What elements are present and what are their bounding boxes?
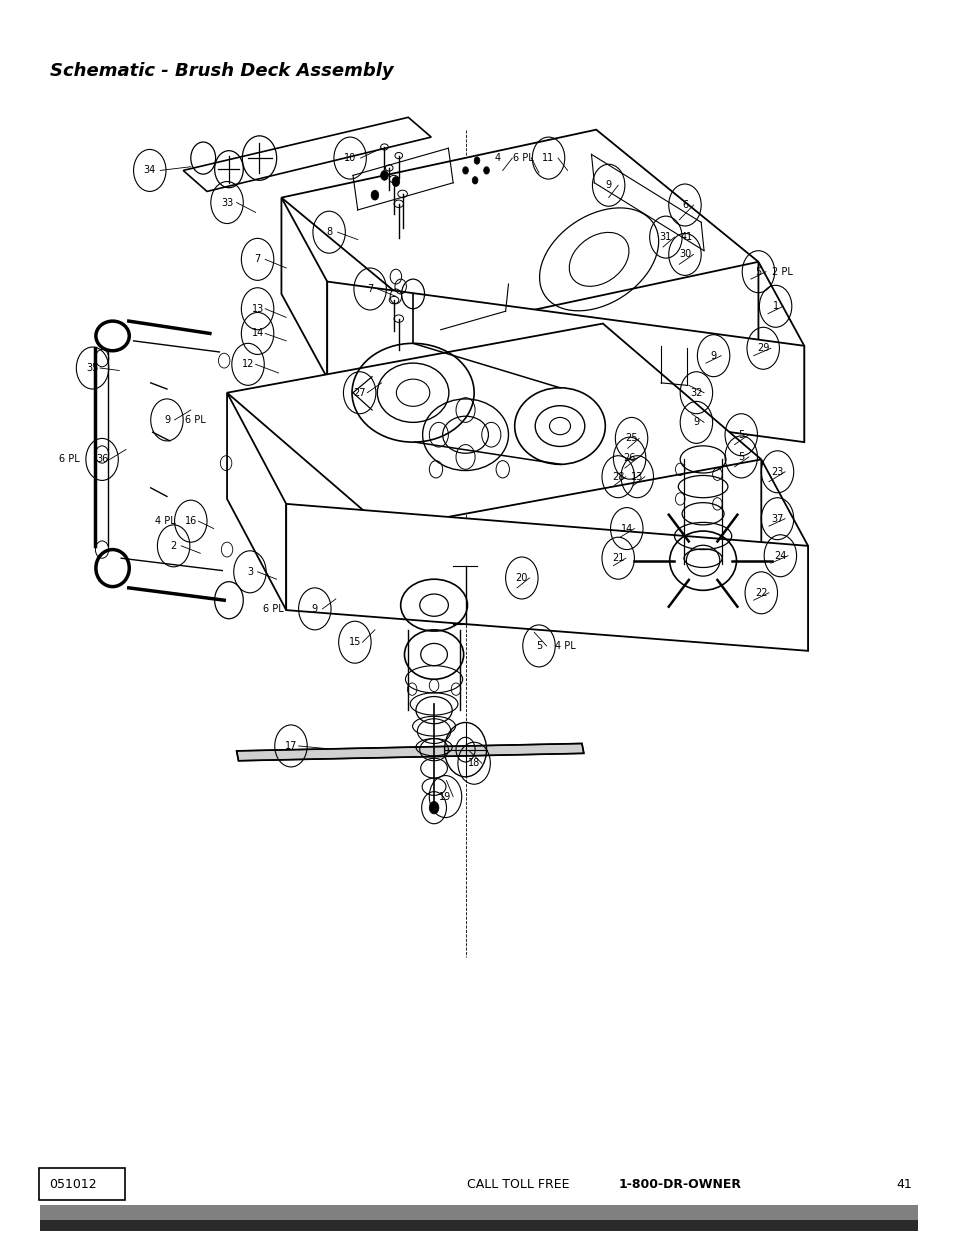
Text: 12: 12: [242, 359, 253, 369]
Polygon shape: [183, 117, 431, 191]
Text: 9: 9: [312, 604, 317, 614]
Text: 32: 32: [690, 388, 701, 398]
Circle shape: [371, 190, 378, 200]
Text: 13: 13: [631, 472, 642, 482]
Text: 28: 28: [612, 472, 623, 482]
Text: 9: 9: [710, 351, 716, 361]
Polygon shape: [286, 504, 807, 651]
Text: 15: 15: [349, 637, 360, 647]
Circle shape: [429, 802, 438, 814]
Text: 34: 34: [144, 165, 155, 175]
Text: 18: 18: [468, 758, 479, 768]
Text: 5: 5: [536, 641, 541, 651]
Polygon shape: [281, 198, 327, 378]
Text: 31: 31: [659, 232, 671, 242]
Polygon shape: [281, 130, 758, 330]
Text: 7: 7: [254, 254, 260, 264]
Text: 5: 5: [755, 267, 760, 277]
Text: 11: 11: [542, 153, 554, 163]
Text: 14: 14: [252, 329, 263, 338]
Polygon shape: [758, 262, 803, 442]
Polygon shape: [236, 743, 583, 761]
Text: 7: 7: [367, 284, 373, 294]
Polygon shape: [760, 459, 807, 651]
Circle shape: [472, 177, 477, 184]
Circle shape: [483, 167, 489, 174]
Text: 41: 41: [680, 232, 692, 242]
Polygon shape: [227, 393, 286, 610]
Text: 14: 14: [620, 524, 632, 534]
Text: 4: 4: [495, 153, 500, 163]
Polygon shape: [227, 324, 760, 529]
Text: 41: 41: [896, 1178, 912, 1191]
FancyBboxPatch shape: [40, 1205, 917, 1220]
Text: 16: 16: [185, 516, 196, 526]
Polygon shape: [327, 282, 803, 442]
Text: 3: 3: [247, 567, 253, 577]
Text: 24: 24: [774, 551, 785, 561]
Text: 35: 35: [87, 363, 98, 373]
Text: 17: 17: [285, 741, 296, 751]
Text: 5: 5: [738, 430, 743, 440]
Text: 9: 9: [693, 417, 699, 427]
Text: 2 PL: 2 PL: [771, 267, 792, 277]
Text: 27: 27: [353, 388, 366, 398]
Text: 37: 37: [771, 514, 782, 524]
Text: Schematic - Brush Deck Assembly: Schematic - Brush Deck Assembly: [50, 62, 393, 80]
Text: 6: 6: [681, 200, 687, 210]
Text: 23: 23: [771, 467, 782, 477]
Text: 9: 9: [605, 180, 611, 190]
Text: 6 PL: 6 PL: [185, 415, 206, 425]
FancyBboxPatch shape: [40, 1220, 917, 1231]
Text: 26: 26: [623, 453, 635, 463]
Circle shape: [462, 167, 468, 174]
Text: 36: 36: [96, 454, 108, 464]
Text: 6 PL: 6 PL: [263, 604, 284, 614]
Text: 10: 10: [344, 153, 355, 163]
Circle shape: [474, 157, 479, 164]
Text: 4 PL: 4 PL: [555, 641, 576, 651]
Text: 22: 22: [754, 588, 767, 598]
Text: 4 PL: 4 PL: [154, 516, 175, 526]
Circle shape: [392, 177, 399, 186]
Text: 30: 30: [679, 249, 690, 259]
Text: 1: 1: [772, 301, 778, 311]
Circle shape: [380, 170, 388, 180]
Text: 19: 19: [439, 792, 451, 802]
Text: 13: 13: [252, 304, 263, 314]
Text: 051012: 051012: [50, 1178, 97, 1191]
Text: 6 PL: 6 PL: [513, 153, 534, 163]
Text: 2: 2: [171, 541, 176, 551]
Text: 33: 33: [221, 198, 233, 207]
Text: 20: 20: [516, 573, 527, 583]
Text: 29: 29: [757, 343, 768, 353]
Text: 8: 8: [326, 227, 332, 237]
Text: 21: 21: [612, 553, 623, 563]
Text: 6 PL: 6 PL: [59, 454, 80, 464]
Text: 1-800-DR-OWNER: 1-800-DR-OWNER: [618, 1178, 740, 1191]
Text: 9: 9: [164, 415, 170, 425]
Text: CALL TOLL FREE: CALL TOLL FREE: [467, 1178, 574, 1191]
Text: 5: 5: [738, 452, 743, 462]
Text: 25: 25: [624, 433, 638, 443]
